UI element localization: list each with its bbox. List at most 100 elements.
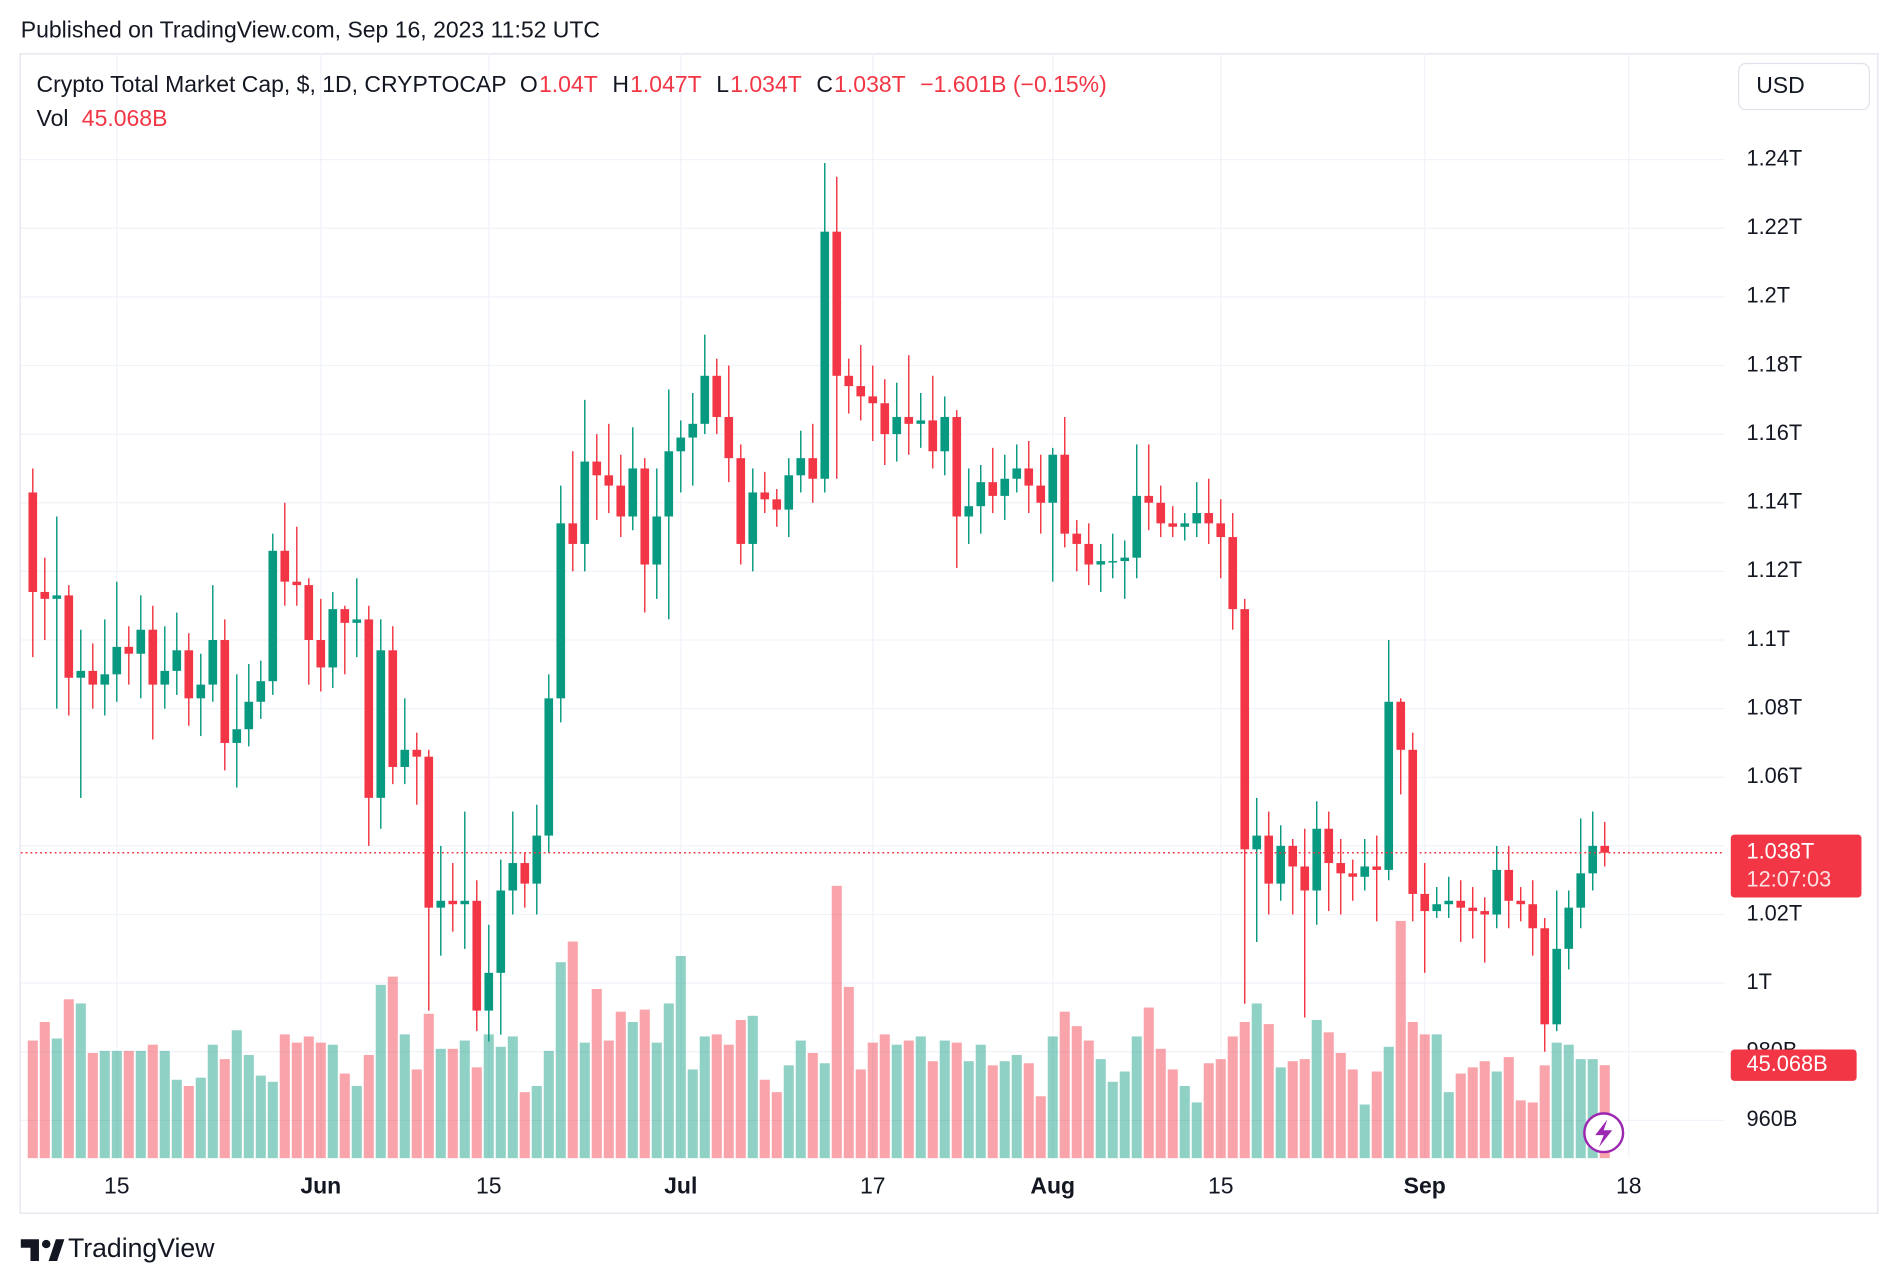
volume-bar: [39, 1021, 50, 1159]
legend: Crypto Total Market Cap, $, 1D, CRYPTOCA…: [37, 71, 1107, 131]
candle-body: [1180, 523, 1190, 527]
candle-body: [1276, 845, 1286, 884]
candle-body: [172, 650, 182, 671]
y-tick-label: 1.24T: [1747, 145, 1803, 170]
candle-body: [196, 684, 206, 699]
candle-body: [1048, 454, 1058, 503]
volume-bar: [1551, 1042, 1562, 1159]
volume-bar: [1407, 1021, 1418, 1159]
candle-body: [544, 698, 554, 836]
volume-bar: [591, 988, 602, 1159]
volume-bar: [675, 955, 686, 1159]
volume-bar: [399, 1034, 410, 1159]
brand-logo: [20, 1239, 65, 1262]
volume-bar: [975, 1044, 986, 1159]
candle-body: [1384, 701, 1394, 870]
volume-bar: [651, 1042, 662, 1159]
candle-body: [1120, 557, 1130, 562]
candle-body: [328, 609, 338, 668]
candle-body: [796, 458, 806, 476]
candle-body: [940, 416, 950, 452]
candle-body: [820, 231, 830, 479]
candle-body: [568, 523, 578, 544]
candle-body: [844, 375, 854, 387]
legend-item: H: [612, 71, 629, 97]
y-tick-label: 960B: [1747, 1106, 1798, 1131]
currency-label[interactable]: USD: [1756, 72, 1805, 98]
volume-bar: [1587, 1059, 1598, 1159]
candle-body: [1300, 866, 1310, 891]
candle-body: [400, 749, 410, 767]
volume-bar: [471, 1067, 482, 1159]
volume-bar: [1443, 1092, 1454, 1159]
lightning-icon[interactable]: [1595, 1119, 1613, 1148]
volume-bar: [543, 1050, 554, 1159]
candle-body: [1420, 893, 1430, 912]
candle-body: [868, 396, 878, 404]
volume-bar: [87, 1052, 98, 1159]
volume-bar: [879, 1034, 890, 1159]
candle-body: [520, 863, 530, 884]
candle-body: [244, 701, 254, 730]
candle-body: [1144, 495, 1154, 503]
volume-bar: [903, 1040, 914, 1159]
candle-body: [460, 900, 470, 905]
volume-bar: [1419, 1034, 1430, 1159]
y-tick-label: 1.06T: [1747, 763, 1803, 788]
candle-body: [880, 403, 890, 435]
volume-bar: [411, 1069, 422, 1159]
candle-body: [376, 650, 386, 798]
volume-bar: [987, 1065, 998, 1159]
candle-body: [340, 609, 350, 623]
candle-body: [136, 629, 146, 654]
candle-body: [64, 595, 74, 678]
volume-bar: [1215, 1059, 1226, 1159]
y-tick-label: 1.12T: [1747, 557, 1803, 582]
candle-body: [580, 461, 590, 544]
x-tick-label: 15: [476, 1172, 502, 1198]
candle-body: [1252, 835, 1262, 850]
volume-bar: [1107, 1081, 1118, 1159]
candle-body: [184, 650, 194, 699]
candle-body: [160, 670, 170, 685]
candle-body: [1192, 513, 1202, 524]
candle-body: [964, 506, 974, 517]
volume-bar: [711, 1034, 722, 1159]
volume-bar: [1131, 1036, 1142, 1159]
y-tick-label: 1.08T: [1747, 694, 1803, 719]
currency-button[interactable]: [1738, 62, 1870, 111]
candle-body: [1324, 828, 1334, 864]
volume-bar: [963, 1061, 974, 1159]
y-tick-label: 1T: [1747, 969, 1772, 994]
candle-body: [736, 458, 746, 544]
volume-bar: [1095, 1059, 1106, 1159]
volume-bar: [555, 962, 566, 1159]
candle-body: [1336, 863, 1346, 874]
volume-bar: [291, 1042, 302, 1159]
last-price-label: 1.038T: [1747, 839, 1815, 864]
candle-body: [640, 468, 650, 565]
candle-body: [628, 468, 638, 517]
volume-bar: [1179, 1085, 1190, 1159]
volume-bar: [447, 1048, 458, 1159]
lightning-button[interactable]: [1583, 1112, 1625, 1154]
volume-bar: [1563, 1044, 1574, 1159]
candle-body: [352, 619, 362, 623]
candle-body: [592, 461, 602, 476]
candle-body: [688, 423, 698, 438]
volume-bar: [111, 1050, 122, 1159]
volume-bar: [795, 1040, 806, 1159]
volume-bar: [1395, 920, 1406, 1159]
candle-body: [1204, 513, 1214, 524]
candle-body: [808, 458, 818, 479]
volume-bar: [1323, 1032, 1334, 1159]
volume-bar: [159, 1050, 170, 1159]
volume-bar: [495, 1046, 506, 1159]
candle-body: [1132, 495, 1142, 558]
volume-bar: [1539, 1065, 1550, 1159]
candle-body: [1072, 533, 1082, 544]
volume-bar: [267, 1081, 278, 1159]
volume-bar: [1455, 1073, 1466, 1159]
